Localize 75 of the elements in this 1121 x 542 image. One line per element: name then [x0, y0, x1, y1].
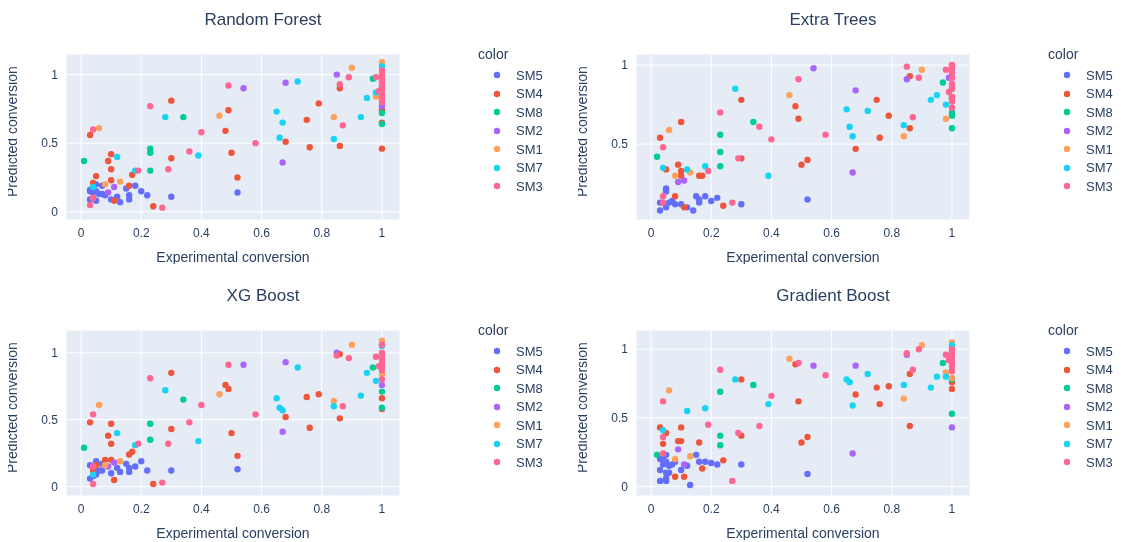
- x-axis-title: Experimental conversion: [156, 249, 310, 265]
- legend-label: SM4: [516, 362, 543, 378]
- y-tick-label: 0.5: [41, 136, 59, 151]
- y-tick-label: 0.5: [611, 137, 629, 152]
- x-tick-label: 0.8: [313, 225, 331, 240]
- legend-label: SM3: [1086, 454, 1113, 470]
- x-tick-label: 0.6: [823, 501, 841, 516]
- x-tick-label: 0.2: [132, 501, 150, 516]
- x-tick-label: 0.4: [193, 501, 211, 516]
- y-tick-label: 1: [621, 58, 629, 73]
- x-tick-label: 0: [647, 225, 655, 240]
- chart-title: XG Boost: [225, 286, 301, 306]
- legend-label: SM5: [1086, 67, 1113, 83]
- legend-label: SM3: [516, 178, 543, 194]
- x-tick-label: 1: [378, 501, 386, 516]
- legend-label: SM1: [1086, 141, 1113, 157]
- legend-title: color: [478, 46, 510, 62]
- x-tick-label: 0.8: [883, 501, 901, 516]
- y-tick-label: 1: [621, 342, 629, 357]
- legend-label: SM2: [1086, 123, 1113, 139]
- legend-label: SM8: [1086, 104, 1113, 120]
- x-tick-label: 0.2: [702, 225, 720, 240]
- y-tick-label: 0.5: [611, 411, 629, 426]
- legend-label: SM8: [516, 380, 543, 396]
- legend-label: SM8: [1086, 380, 1113, 396]
- legend-label: SM2: [516, 399, 543, 415]
- chart-title: Extra Trees: [788, 10, 878, 30]
- y-tick-label: 1: [51, 346, 59, 361]
- legend-label: SM1: [516, 417, 543, 433]
- x-tick-label: 0.6: [823, 225, 841, 240]
- x-axis-title: Experimental conversion: [156, 525, 310, 541]
- x-tick-label: 0: [77, 225, 85, 240]
- legend-label: SM5: [516, 343, 543, 359]
- legend-label: SM5: [516, 67, 543, 83]
- legend-label: SM1: [1086, 417, 1113, 433]
- legend-label: SM2: [516, 123, 543, 139]
- x-axis-title: Experimental conversion: [726, 525, 880, 541]
- legend-label: SM4: [516, 86, 543, 102]
- x-tick-label: 0: [77, 501, 85, 516]
- x-tick-label: 0.8: [313, 501, 331, 516]
- y-tick-label: 0.5: [41, 412, 59, 427]
- legend-title: color: [478, 322, 510, 338]
- legend-title: color: [1048, 322, 1080, 338]
- legend-label: SM1: [516, 141, 543, 157]
- x-tick-label: 0.4: [193, 225, 211, 240]
- y-tick-label: 1: [51, 67, 59, 82]
- x-tick-label: 0.6: [253, 501, 271, 516]
- x-tick-label: 1: [948, 225, 956, 240]
- y-tick-label: 0: [51, 205, 59, 220]
- x-tick-label: 0.2: [702, 501, 720, 516]
- x-tick-label: 0.4: [763, 225, 781, 240]
- y-tick-label: 0: [621, 479, 629, 494]
- x-tick-label: 0.6: [253, 225, 271, 240]
- x-tick-label: 0.2: [132, 225, 150, 240]
- legend-label: SM7: [516, 436, 543, 452]
- legend-label: SM2: [1086, 399, 1113, 415]
- x-tick-label: 1: [948, 501, 956, 516]
- x-tick-label: 0.4: [763, 501, 781, 516]
- legend-label: SM4: [1086, 86, 1113, 102]
- legend-label: SM3: [516, 454, 543, 470]
- x-tick-label: 0.8: [883, 225, 901, 240]
- legend-label: SM4: [1086, 362, 1113, 378]
- chart-title: Gradient Boost: [775, 286, 891, 306]
- legend-label: SM7: [1086, 436, 1113, 452]
- x-tick-label: 1: [378, 225, 386, 240]
- x-tick-label: 0: [647, 501, 655, 516]
- legend-label: SM5: [1086, 343, 1113, 359]
- legend-label: SM3: [1086, 178, 1113, 194]
- chart-title: Random Forest: [203, 10, 323, 30]
- legend-label: SM7: [516, 160, 543, 176]
- legend-label: SM7: [1086, 160, 1113, 176]
- x-axis-title: Experimental conversion: [726, 249, 880, 265]
- legend-title: color: [1048, 46, 1080, 62]
- y-tick-label: 0: [51, 479, 59, 494]
- legend-label: SM8: [516, 104, 543, 120]
